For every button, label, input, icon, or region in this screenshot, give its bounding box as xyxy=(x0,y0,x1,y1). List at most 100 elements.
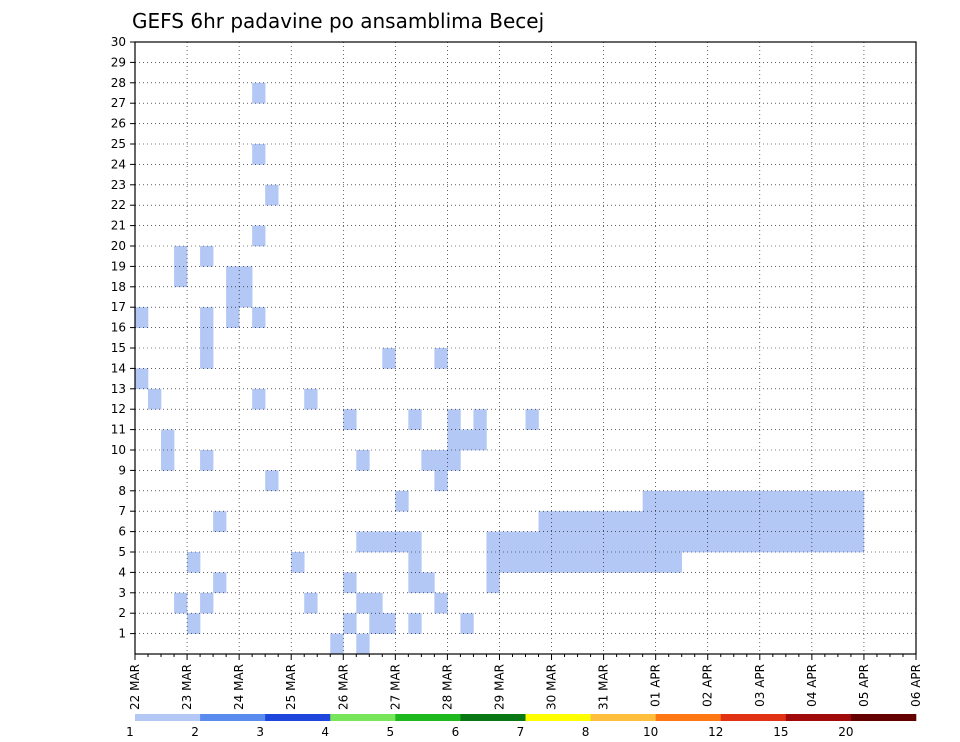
colorbar-swatch xyxy=(460,714,526,721)
precip-cell xyxy=(434,592,448,614)
precip-cell xyxy=(213,511,227,532)
precip-cell xyxy=(408,531,422,553)
precip-cell xyxy=(837,490,852,512)
colorbar-swatch xyxy=(525,714,591,721)
colorbar-label: 20 xyxy=(838,725,853,739)
precip-cell xyxy=(460,429,474,451)
precip-cell xyxy=(850,490,865,512)
precip-cell xyxy=(694,531,709,553)
precip-cell xyxy=(707,490,722,512)
precip-cell xyxy=(252,388,266,410)
colorbar-swatch xyxy=(135,714,201,721)
precip-cell xyxy=(707,531,722,553)
precip-cell xyxy=(785,531,800,553)
precip-cell xyxy=(707,511,722,532)
precip-cell xyxy=(200,246,214,267)
precip-cell xyxy=(577,552,591,573)
precip-cell xyxy=(811,531,826,553)
x-tick-label: 05 APR xyxy=(857,664,871,707)
y-tick-label: 4 xyxy=(118,565,126,579)
precip-cell xyxy=(343,572,357,594)
y-tick-label: 30 xyxy=(111,35,126,49)
precip-cell xyxy=(148,388,162,410)
y-tick-label: 14 xyxy=(111,361,126,375)
colorbar-swatch xyxy=(395,714,461,721)
y-tick-label: 8 xyxy=(118,484,126,498)
precip-cell xyxy=(395,531,409,553)
x-tick-label: 25 MAR xyxy=(284,664,298,710)
y-tick-label: 13 xyxy=(111,382,126,396)
colorbar: 1 2 3 4 5 6 7 8 10 12 15 20 xyxy=(126,714,917,739)
y-tick-label: 18 xyxy=(111,280,126,294)
precip-cell xyxy=(161,450,175,471)
precip-cell xyxy=(369,592,383,614)
precip-cell xyxy=(616,552,630,573)
y-tick-label: 20 xyxy=(111,239,126,253)
precip-cell xyxy=(356,450,370,471)
precip-cell xyxy=(746,531,761,553)
precip-cell xyxy=(616,531,630,553)
precip-cell xyxy=(759,511,774,532)
y-tick-label: 29 xyxy=(111,55,126,69)
precip-cell xyxy=(629,511,643,532)
precip-cell xyxy=(603,511,617,532)
precip-cell xyxy=(772,531,787,553)
precip-cell xyxy=(174,266,188,288)
y-tick-label: 22 xyxy=(111,198,126,212)
y-tick-label: 1 xyxy=(118,627,126,641)
colorbar-label: 4 xyxy=(321,725,329,739)
precip-cell xyxy=(460,613,474,634)
y-axis: 1234567891011121314151617181920212223242… xyxy=(111,35,135,641)
precip-cell xyxy=(356,531,370,553)
precip-cell xyxy=(733,511,748,532)
precip-cell xyxy=(473,409,487,430)
precip-cell xyxy=(135,307,149,328)
y-tick-label: 7 xyxy=(118,504,126,518)
precip-cell xyxy=(681,531,696,553)
precip-cell xyxy=(525,409,539,430)
precip-cell xyxy=(486,531,500,553)
colorbar-label: 5 xyxy=(387,725,395,739)
precip-cell xyxy=(343,409,357,430)
x-tick-label: 02 APR xyxy=(701,664,715,707)
precip-cell xyxy=(473,429,487,451)
precip-cell xyxy=(837,531,852,553)
precip-cell xyxy=(772,490,787,512)
x-tick-label: 30 MAR xyxy=(545,664,559,710)
precip-cell xyxy=(408,613,422,634)
precip-cell xyxy=(590,531,604,553)
precip-cell xyxy=(421,450,435,471)
x-tick-label: 26 MAR xyxy=(336,664,350,710)
precip-cell xyxy=(564,552,578,573)
precip-cell xyxy=(681,490,696,512)
precip-cell xyxy=(226,307,240,328)
precip-cell xyxy=(187,552,201,573)
precip-cell xyxy=(824,490,839,512)
precip-cell xyxy=(291,552,305,573)
y-tick-label: 10 xyxy=(111,443,126,457)
x-tick-label: 31 MAR xyxy=(597,664,611,710)
x-tick-label: 23 MAR xyxy=(180,664,194,710)
precip-cell xyxy=(720,531,735,553)
x-tick-label: 22 MAR xyxy=(128,664,142,710)
y-tick-label: 2 xyxy=(118,606,126,620)
y-tick-label: 26 xyxy=(111,117,126,131)
precip-cell xyxy=(629,552,643,573)
precip-cell xyxy=(616,511,630,532)
precip-cell xyxy=(577,531,591,553)
precip-cell xyxy=(239,266,253,288)
precip-cell xyxy=(720,490,735,512)
precip-cell xyxy=(382,531,396,553)
colorbar-label: 7 xyxy=(517,725,525,739)
precip-cell xyxy=(356,592,370,614)
y-tick-label: 23 xyxy=(111,178,126,192)
y-tick-label: 25 xyxy=(111,137,126,151)
precip-cell xyxy=(551,511,565,532)
precip-cell xyxy=(681,511,696,532)
precip-cell xyxy=(655,552,669,573)
precip-cell xyxy=(265,470,279,492)
y-tick-label: 17 xyxy=(111,300,126,314)
y-tick-label: 12 xyxy=(111,402,126,416)
precip-cell xyxy=(408,552,422,573)
precip-cell xyxy=(837,511,852,532)
